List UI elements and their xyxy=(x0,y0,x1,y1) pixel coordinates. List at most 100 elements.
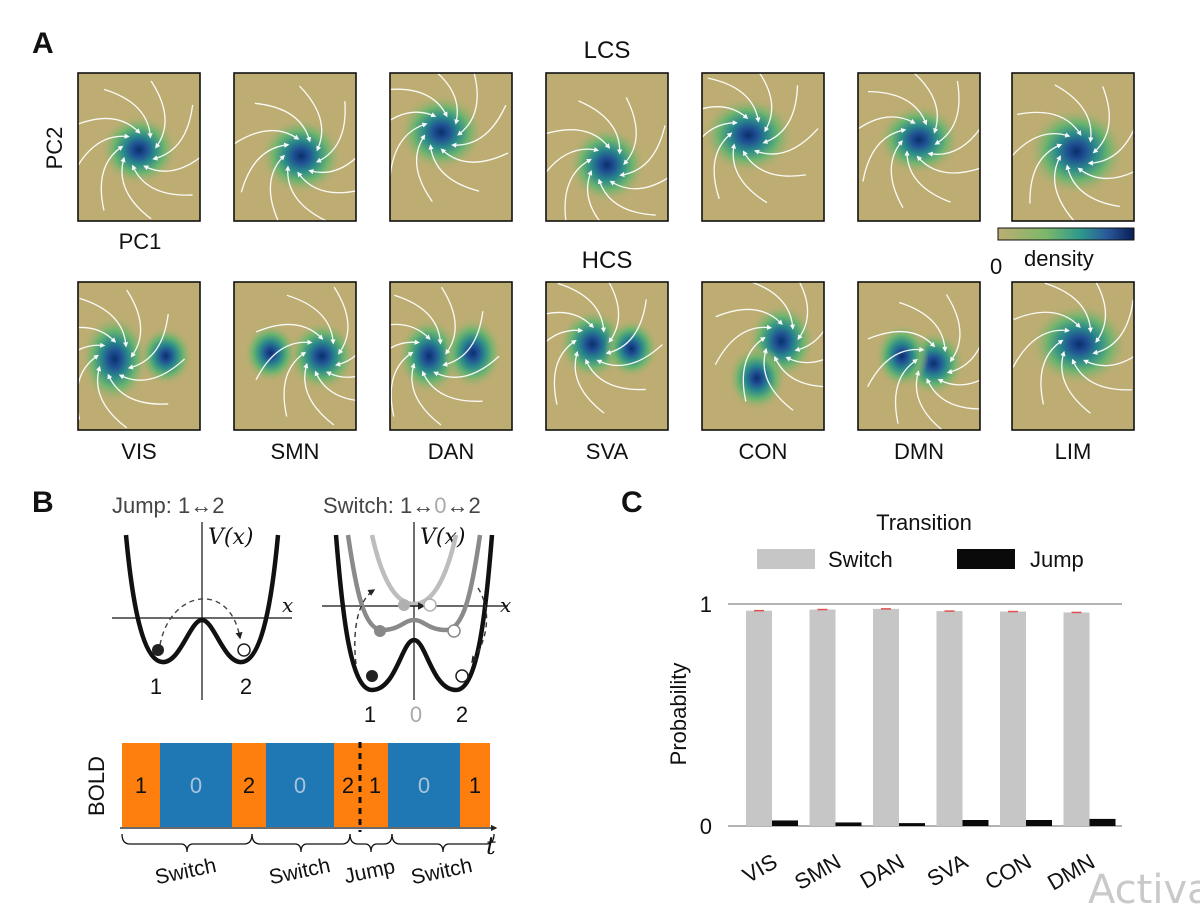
bar-switch-sva xyxy=(936,611,963,826)
panel-a-letter: A xyxy=(32,27,54,60)
hcs-sva-streamplot xyxy=(545,281,669,431)
lcs-smn-streamplot xyxy=(233,72,357,222)
y-axis-label: Probability xyxy=(666,663,691,766)
switch-x-label: x xyxy=(500,593,511,617)
brace-jump xyxy=(349,833,393,853)
x-tick-label-smn: SMN xyxy=(790,849,845,895)
bar-jump-sva xyxy=(962,820,989,826)
brace-label-switch: Switch xyxy=(409,854,474,889)
brace-label-switch: Switch xyxy=(267,854,332,889)
activation-watermark: Activa xyxy=(1088,868,1200,907)
brace-label-switch: Switch xyxy=(153,854,218,889)
pc2-axis-label: PC2 xyxy=(42,127,67,170)
x-tick-label-dan: DAN xyxy=(856,849,909,894)
jump-potential-curve xyxy=(123,534,281,665)
hcs-smn-streamplot xyxy=(233,281,357,431)
panel-b-letter: B xyxy=(32,486,54,519)
legend-switch-label: Switch xyxy=(828,547,893,572)
brace-switch xyxy=(391,833,495,853)
network-label-dmn: DMN xyxy=(894,439,944,464)
pc1-axis-label: PC1 xyxy=(119,229,162,254)
hcs-dan-streamplot xyxy=(389,281,513,431)
switch-state-0-label: 0 xyxy=(410,702,422,727)
legend-title: Transition xyxy=(876,510,972,535)
hcs-title: HCS xyxy=(582,247,633,274)
bold-segment-label: 2 xyxy=(342,773,354,798)
y-tick-label: 0 xyxy=(700,814,712,839)
legend-switch-swatch xyxy=(757,549,815,569)
bar-switch-smn xyxy=(809,609,836,826)
network-label-lim: LIM xyxy=(1055,439,1092,464)
bar-jump-dan xyxy=(899,823,925,826)
bold-segment-state-2 xyxy=(334,743,362,827)
switch-state-2-label: 2 xyxy=(456,702,468,727)
lcs-dan-streamplot xyxy=(389,72,513,222)
bold-segment-state-0 xyxy=(388,743,460,827)
x-tick-label-vis: VIS xyxy=(738,849,781,888)
bold-segment-state-0 xyxy=(160,743,232,827)
brace-switch xyxy=(121,833,253,853)
bold-segment-label: 1 xyxy=(135,773,147,798)
network-label-smn: SMN xyxy=(271,439,320,464)
bar-switch-dan xyxy=(873,608,899,826)
colorbar-density-label: density xyxy=(1024,246,1094,271)
lcs-vis-streamplot xyxy=(77,72,201,222)
hcs-con-streamplot xyxy=(701,281,825,431)
bold-segment-label: 0 xyxy=(294,773,306,798)
time-label: t xyxy=(486,832,496,860)
hcs-vis-streamplot xyxy=(77,281,201,431)
bar-switch-vis xyxy=(746,610,772,826)
legend-jump-swatch xyxy=(957,549,1015,569)
bold-segment-state-0 xyxy=(266,743,334,827)
brace-label-jump: Jump xyxy=(342,855,397,888)
brace-switch xyxy=(251,833,351,853)
jump-potential-diagram: V(x) x 1 2 xyxy=(112,522,293,700)
bold-segment-state-1 xyxy=(122,743,160,827)
bar-switch-con xyxy=(1000,611,1026,826)
state-1-ball xyxy=(152,644,164,656)
x-tick-label-sva: SVA xyxy=(923,849,972,892)
lcs-dmn-streamplot xyxy=(857,72,981,222)
hcs-dmn-streamplot xyxy=(857,281,981,431)
bold-segment-state-1 xyxy=(362,743,388,827)
lcs-streamplot-row xyxy=(77,72,1135,222)
bold-segment-state-1 xyxy=(460,743,490,827)
jump-potential-label: V(x) xyxy=(208,525,253,550)
state-2-ball xyxy=(237,643,251,657)
hcs-streamplot-row xyxy=(77,281,1135,431)
bar-jump-con xyxy=(1026,820,1052,826)
jump-state-2-label: 2 xyxy=(240,674,252,699)
bold-axis-label: BOLD xyxy=(84,756,109,816)
bold-segment-label: 1 xyxy=(369,773,381,798)
network-label-sva: SVA xyxy=(586,439,629,464)
network-label-con: CON xyxy=(739,439,788,464)
density-colorbar xyxy=(997,227,1135,241)
jump-state-1-label: 1 xyxy=(150,674,162,699)
panel-c-letter: C xyxy=(621,486,643,519)
network-label-dan: DAN xyxy=(428,439,474,464)
lcs-sva-streamplot xyxy=(545,72,669,222)
lcs-lim-streamplot xyxy=(1011,72,1135,222)
x-tick-label-con: CON xyxy=(981,849,1036,895)
bar-jump-vis xyxy=(772,820,798,826)
switch-potential-diagram: V(x) x 1 0 2 xyxy=(322,522,511,727)
bar-jump-dmn xyxy=(1089,818,1116,826)
bold-segment-label: 0 xyxy=(190,773,202,798)
transition-braces: Switch Switch Jump Switch xyxy=(121,833,495,889)
bar-jump-smn xyxy=(835,822,862,826)
bar-switch-dmn xyxy=(1063,612,1090,826)
bold-segment-label: 0 xyxy=(418,773,430,798)
network-labels: VIS SMN DAN SVA CON DMN LIM xyxy=(121,439,1091,464)
lcs-con-streamplot xyxy=(701,72,825,222)
y-tick-label: 1 xyxy=(700,592,712,617)
switch-title: Switch: 1↔0↔2 xyxy=(323,493,481,518)
colorbar-zero-label: 0 xyxy=(990,254,1002,279)
legend-jump-label: Jump xyxy=(1030,547,1084,572)
switch-potential-label: V(x) xyxy=(420,525,465,550)
switch-state-1-label: 1 xyxy=(364,702,376,727)
network-label-vis: VIS xyxy=(121,439,156,464)
bold-segment-state-2 xyxy=(232,743,266,827)
